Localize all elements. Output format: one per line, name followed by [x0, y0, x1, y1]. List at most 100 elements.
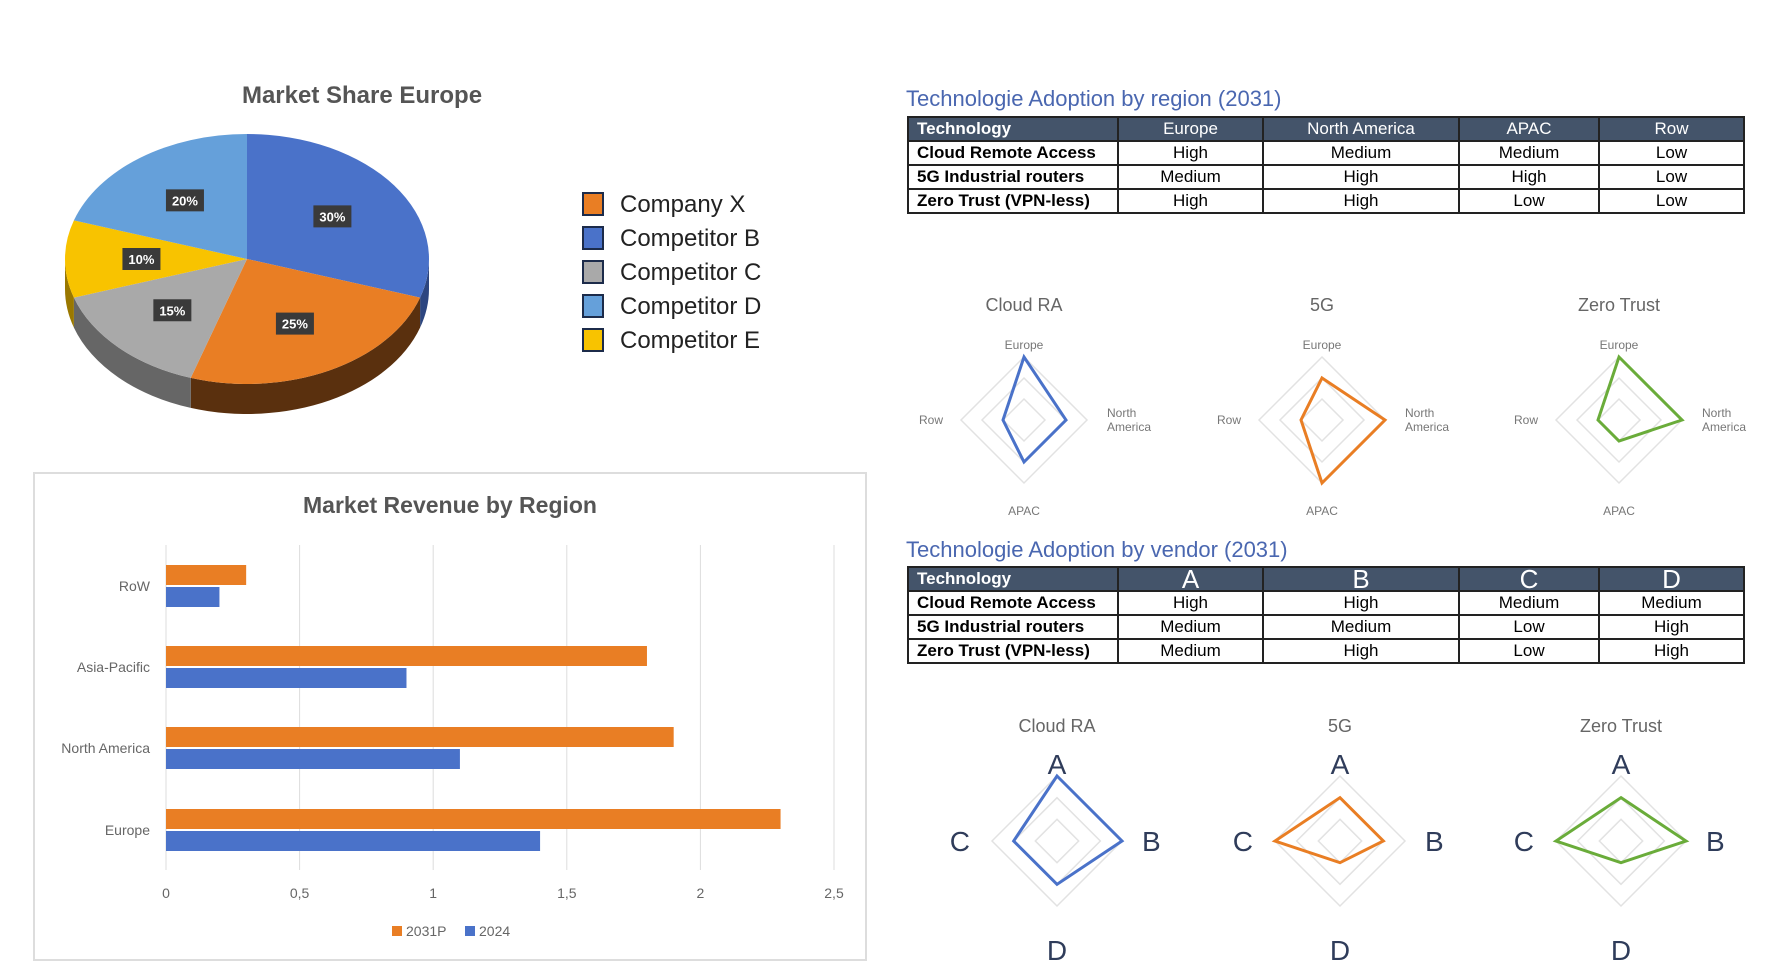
radar-axis-label: North America	[1702, 406, 1746, 434]
pie-chart: Market Share Europe 30% 25% 15% 10% 20% Compan…	[64, 82, 761, 414]
column-header: APAC	[1458, 116, 1600, 142]
bar-2024	[166, 587, 220, 607]
table-cell: Low	[1458, 638, 1600, 664]
radar-gridline	[959, 355, 1089, 485]
table-cell: Medium	[1117, 638, 1264, 664]
table-cell: Medium	[1598, 590, 1745, 616]
radar-axis-label: APAC	[1603, 504, 1635, 518]
legend-label: Company X	[620, 191, 745, 218]
legend-swatch	[392, 926, 402, 936]
column-header: D	[1598, 566, 1745, 592]
table-cell: Zero Trust (VPN-less)	[907, 188, 1119, 214]
legend-label: 2031P	[406, 923, 446, 939]
bar-2031P	[166, 809, 781, 829]
radar-series	[1011, 773, 1125, 887]
table-cell: Low	[1598, 140, 1745, 166]
radar-gridline	[1575, 376, 1663, 464]
radar-axis-label: North America	[1405, 406, 1449, 434]
radar-gridline	[1295, 796, 1385, 886]
category-label: North America	[61, 740, 150, 756]
region-table: Technology Europe North America APAC Row Clou…	[907, 116, 1745, 214]
legend-label: Competitor D	[620, 293, 761, 320]
radar-axis-label: Europe	[1600, 338, 1639, 352]
data-label-box	[165, 189, 204, 212]
column-header: Europe	[1117, 116, 1264, 142]
radar-gridline	[1554, 355, 1684, 485]
table-row: Zero Trust (VPN-less) Medium High Low High	[907, 638, 1745, 664]
table-row: 5G Industrial routers Medium High High Low	[907, 164, 1745, 190]
data-label-box	[313, 205, 352, 228]
radar-gridline	[1001, 397, 1047, 443]
data-label-box	[275, 312, 314, 335]
radar-axis-label: C	[950, 826, 970, 857]
radar-gridline	[1576, 796, 1666, 886]
column-header: B	[1262, 566, 1460, 592]
table-cell: High	[1458, 164, 1600, 190]
radar-gridline	[990, 774, 1124, 908]
data-label: 30%	[319, 209, 345, 224]
radar-chart: Zero Trust Europe North America APAC Row	[1514, 295, 1746, 518]
legend-swatch	[582, 260, 604, 284]
legend-swatch	[582, 328, 604, 352]
table-cell: Cloud Remote Access	[907, 140, 1119, 166]
table-cell: High	[1598, 638, 1745, 664]
table-cell: High	[1117, 188, 1264, 214]
radar-series	[1552, 795, 1690, 865]
table-cell: High	[1117, 590, 1264, 616]
chart-frame	[33, 472, 867, 961]
category-label: Europe	[105, 822, 150, 838]
vendor-table: Technology A B C D Cloud Remote Access High Hig…	[907, 566, 1745, 664]
radar-gridline	[1257, 355, 1387, 485]
column-header: Row	[1598, 116, 1745, 142]
table-cell: High	[1262, 164, 1460, 190]
table-cell: High	[1598, 614, 1745, 640]
pie-side	[420, 259, 429, 328]
radar-axis-label: B	[1706, 826, 1725, 857]
pie-side	[190, 297, 421, 414]
table-cell: Medium	[1117, 164, 1264, 190]
table-cell: Medium	[1458, 140, 1600, 166]
x-tick-label: 1	[429, 885, 437, 901]
table-row: Cloud Remote Access High Medium Medium Low	[907, 140, 1745, 166]
radar-chart: 5G A B D C	[1233, 716, 1444, 965]
data-label-box	[122, 248, 161, 270]
legend-label: Competitor E	[620, 327, 760, 354]
radar-axis-label: Row	[1217, 413, 1241, 427]
pie-side	[65, 259, 74, 328]
radar-chart: 5G Europe North America APAC Row	[1217, 295, 1449, 518]
vendor-table-title: Technologie Adoption by vendor (2031)	[906, 537, 1288, 562]
x-tick-label: 0,5	[290, 885, 310, 901]
data-label-box	[153, 299, 192, 322]
radar-title: 5G	[1328, 716, 1352, 736]
bar-2031P	[166, 646, 647, 666]
pie-side	[73, 297, 191, 408]
table-cell: Zero Trust (VPN-less)	[907, 638, 1119, 664]
legend-label: Competitor B	[620, 225, 760, 252]
radar-axis-label: B	[1142, 826, 1161, 857]
data-label: 25%	[282, 317, 308, 332]
table-cell: High	[1262, 188, 1460, 214]
radar-title: Cloud RA	[1018, 716, 1095, 736]
data-label: 20%	[172, 193, 198, 208]
table-cell: Low	[1458, 188, 1600, 214]
table-row: 5G Industrial routers Medium Medium Low High	[907, 614, 1745, 640]
radar-axis-label: D	[1330, 935, 1350, 965]
column-header: C	[1458, 566, 1600, 592]
category-label: Asia-Pacific	[77, 659, 150, 675]
legend-label: 2024	[479, 923, 510, 939]
radar-title: Zero Trust	[1580, 716, 1662, 736]
radar-axis-label: Row	[1514, 413, 1538, 427]
pie-slice	[73, 134, 247, 259]
radar-axis-label: C	[1233, 826, 1253, 857]
bar-2024	[166, 831, 541, 851]
radar-axis-label: Europe	[1005, 338, 1044, 352]
table-cell: High	[1262, 638, 1460, 664]
bar-chart: Market Revenue by Region 0 0,5 1 1,5 2 2,5 RoW A…	[33, 472, 867, 961]
radar-axis-label: A	[1612, 749, 1631, 780]
region-table-title: Technologie Adoption by region (2031)	[906, 86, 1282, 111]
column-header: Technology	[907, 116, 1119, 142]
radar-axis-label: A	[1331, 749, 1350, 780]
radar-axis-label: APAC	[1008, 504, 1040, 518]
table-cell: Low	[1598, 164, 1745, 190]
